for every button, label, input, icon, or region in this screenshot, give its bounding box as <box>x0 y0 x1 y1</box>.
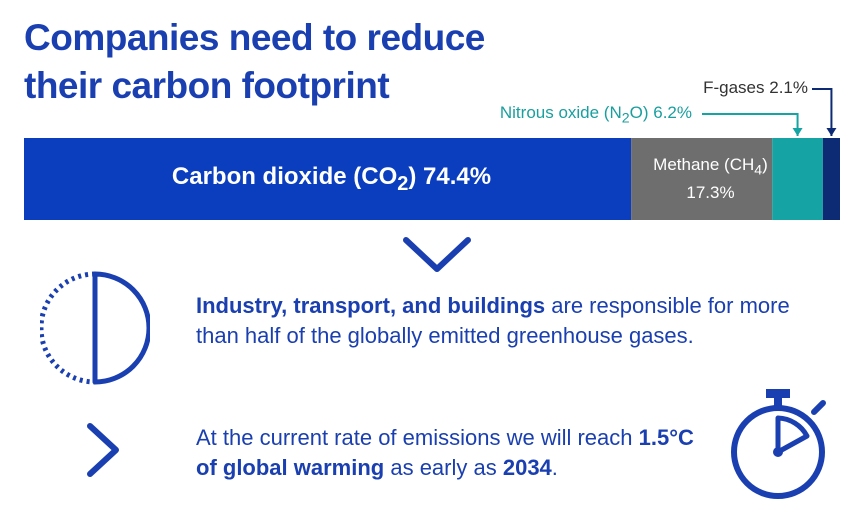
fact1-bold: Industry, transport, and buildings <box>196 293 546 318</box>
page-title: Companies need to reduce their carbon fo… <box>24 14 485 110</box>
fact1-rest: are responsible for more than half of th… <box>196 293 790 348</box>
fact2-mid: as early as <box>384 455 503 480</box>
co2-value: 74.4% <box>423 162 492 190</box>
ch4-bar-label: Methane (CH4) 17.3% <box>639 138 782 220</box>
fgas-name: F-gases <box>703 78 765 97</box>
n2o-value: 6.2% <box>653 103 692 122</box>
co2-subscript: 2 <box>397 172 409 195</box>
ch4-subscript: 4 <box>754 162 763 179</box>
bar-segment-n2o <box>772 138 823 220</box>
half-circle-icon <box>40 271 150 385</box>
n2o-annotation: Nitrous oxide (N2O) 6.2% <box>500 103 692 126</box>
chevron-right-icon <box>87 423 119 477</box>
bar-segment-fgases <box>822 138 840 220</box>
fact2-bold1: 1.5°C of global warming <box>196 425 694 480</box>
n2o-subscript: 2 <box>621 110 630 127</box>
ch4-name: Methane (CH <box>653 155 755 175</box>
fact2-end: . <box>551 455 558 480</box>
n2o-leader-line-arrowhead <box>792 128 803 136</box>
fgas-leader-line <box>812 88 833 136</box>
fgas-value: 2.1% <box>769 78 808 97</box>
n2o-leader-line <box>702 113 799 136</box>
chevron-down-icon <box>403 237 471 272</box>
ch4-value: 17.3% <box>686 182 735 202</box>
fact2-start: At the current rate of emissions we will… <box>196 425 639 450</box>
fact2-bold2: 2034 <box>502 455 552 480</box>
ch4-tail: ) <box>762 155 768 175</box>
co2-name: Carbon dioxide (CO <box>171 162 398 190</box>
co2-bar-label: Carbon dioxide (CO2) 74.4% <box>24 138 639 220</box>
title-line-1: Companies need to reduce <box>24 17 485 58</box>
bar-segment-co2 <box>24 138 632 220</box>
title-line-2: their carbon footprint <box>24 65 390 106</box>
fact-industry: Industry, transport, and buildings are r… <box>196 291 816 351</box>
stopwatch-icon <box>731 389 826 499</box>
fgas-annotation: F-gases 2.1% <box>703 78 808 98</box>
n2o-name: Nitrous oxide (N <box>499 103 622 122</box>
fgas-leader-line-arrowhead <box>826 128 837 136</box>
bar-segment-ch4 <box>631 138 773 220</box>
fact-warming: At the current rate of emissions we will… <box>196 423 716 483</box>
n2o-tail: O) <box>629 103 649 122</box>
co2-tail: ) <box>408 162 417 190</box>
